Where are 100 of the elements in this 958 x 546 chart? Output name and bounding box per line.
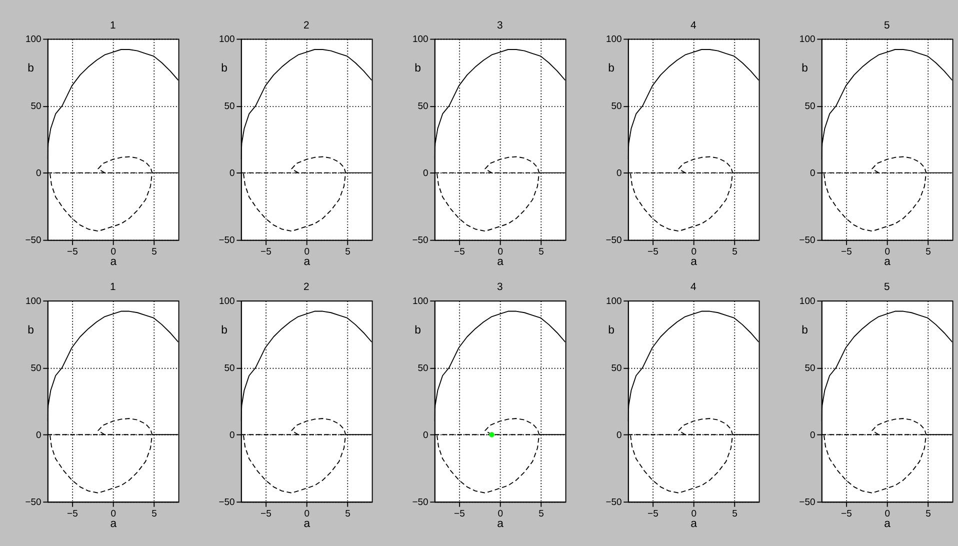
- y-tick-label: 100: [412, 296, 428, 307]
- x-tick-label: −5: [260, 246, 272, 258]
- x-tick-label: −5: [454, 508, 465, 520]
- chart-title: 4: [690, 20, 696, 32]
- y-tick-label: 100: [606, 296, 622, 307]
- x-tick-label: −5: [67, 508, 78, 520]
- y-tick-label: −50: [799, 235, 816, 246]
- y-tick-label: 100: [606, 34, 622, 46]
- x-tick-label: 5: [926, 508, 931, 520]
- x-axis-title: a: [304, 518, 311, 530]
- x-tick-label: −5: [454, 246, 465, 258]
- chart-title: 4: [690, 282, 696, 294]
- y-tick-label: −50: [412, 235, 428, 246]
- x-tick-label: −5: [67, 246, 78, 258]
- x-tick-label: 0: [691, 508, 696, 520]
- x-axis-title: a: [690, 518, 698, 530]
- y-tick-label: 50: [224, 362, 235, 374]
- y-tick-label: 50: [418, 362, 428, 374]
- x-tick-label: −5: [648, 508, 658, 520]
- y-tick-label: 50: [30, 101, 42, 112]
- y-tick-label: −50: [218, 496, 235, 508]
- chart-title: 5: [884, 282, 890, 294]
- y-tick-label: 50: [611, 101, 622, 112]
- y-axis-title: b: [28, 324, 34, 336]
- x-axis-title: a: [497, 256, 504, 268]
- x-tick-label: 0: [110, 246, 116, 258]
- y-axis-title: b: [221, 62, 228, 74]
- x-tick-label: −5: [841, 246, 852, 258]
- y-axis-title: b: [414, 62, 421, 74]
- y-axis-title: b: [221, 324, 228, 336]
- y-tick-label: 0: [810, 430, 816, 441]
- x-axis-title: a: [110, 518, 118, 530]
- x-tick-label: 0: [110, 508, 116, 520]
- y-axis-title: b: [414, 324, 421, 336]
- y-tick-label: −50: [606, 496, 622, 508]
- y-tick-label: −50: [412, 496, 428, 508]
- x-axis-title: a: [690, 256, 698, 268]
- x-tick-label: 0: [304, 246, 310, 258]
- y-tick-label: 0: [36, 430, 42, 441]
- y-axis-title: b: [608, 324, 614, 336]
- x-axis-title: a: [884, 256, 892, 268]
- y-tick-label: 100: [799, 34, 816, 46]
- chart-title: 5: [884, 20, 890, 32]
- x-tick-label: 5: [345, 246, 350, 258]
- x-tick-label: 5: [152, 508, 157, 520]
- y-tick-label: 50: [30, 362, 42, 374]
- x-tick-label: 5: [152, 246, 157, 258]
- x-tick-label: 5: [345, 508, 350, 520]
- x-tick-label: 0: [304, 508, 310, 520]
- x-tick-label: 5: [538, 508, 544, 520]
- x-tick-label: −5: [260, 508, 272, 520]
- x-tick-label: 5: [926, 246, 931, 258]
- chart-title: 1: [110, 282, 116, 294]
- y-tick-label: 100: [218, 34, 235, 46]
- chart-title: 1: [110, 20, 116, 32]
- x-tick-label: 5: [732, 246, 738, 258]
- y-axis-title: b: [802, 62, 808, 74]
- chart-title: 3: [496, 282, 503, 294]
- y-tick-label: 100: [799, 296, 816, 307]
- y-tick-label: 0: [810, 168, 816, 180]
- y-tick-label: 50: [611, 362, 622, 374]
- y-tick-label: 100: [25, 34, 42, 46]
- y-tick-label: 0: [229, 430, 235, 441]
- y-tick-label: 50: [804, 362, 816, 374]
- x-tick-label: −5: [648, 246, 658, 258]
- chart-title: 2: [303, 20, 310, 32]
- y-tick-label: 0: [36, 168, 42, 180]
- chart-title: 2: [303, 282, 310, 294]
- chart-title: 3: [496, 20, 503, 32]
- y-tick-label: −50: [25, 235, 42, 246]
- x-axis-title: a: [884, 518, 892, 530]
- y-tick-label: 0: [422, 168, 428, 180]
- y-tick-label: 100: [218, 296, 235, 307]
- x-tick-label: 0: [884, 508, 890, 520]
- y-tick-label: −50: [606, 235, 622, 246]
- x-tick-label: 0: [884, 246, 890, 258]
- y-axis-title: b: [28, 62, 34, 74]
- y-tick-label: 100: [25, 296, 42, 307]
- y-tick-label: 100: [412, 34, 428, 46]
- x-axis-title: a: [304, 256, 311, 268]
- x-tick-label: 5: [732, 508, 738, 520]
- y-tick-label: 50: [224, 101, 235, 112]
- x-tick-label: 0: [691, 246, 696, 258]
- y-tick-label: 0: [422, 430, 428, 441]
- y-tick-label: 50: [804, 101, 816, 112]
- y-tick-label: 0: [616, 430, 622, 441]
- y-tick-label: 0: [229, 168, 235, 180]
- y-tick-label: −50: [799, 496, 816, 508]
- y-axis-title: b: [608, 62, 614, 74]
- y-axis-title: b: [802, 324, 808, 336]
- x-tick-label: −5: [841, 508, 852, 520]
- x-axis-title: a: [110, 256, 118, 268]
- x-tick-label: 0: [498, 508, 503, 520]
- x-tick-label: 0: [498, 246, 503, 258]
- y-tick-label: −50: [218, 235, 235, 246]
- y-tick-label: −50: [25, 496, 42, 508]
- x-tick-label: 5: [538, 246, 544, 258]
- y-tick-label: 50: [418, 101, 428, 112]
- y-tick-label: 0: [616, 168, 622, 180]
- x-axis-title: a: [497, 518, 504, 530]
